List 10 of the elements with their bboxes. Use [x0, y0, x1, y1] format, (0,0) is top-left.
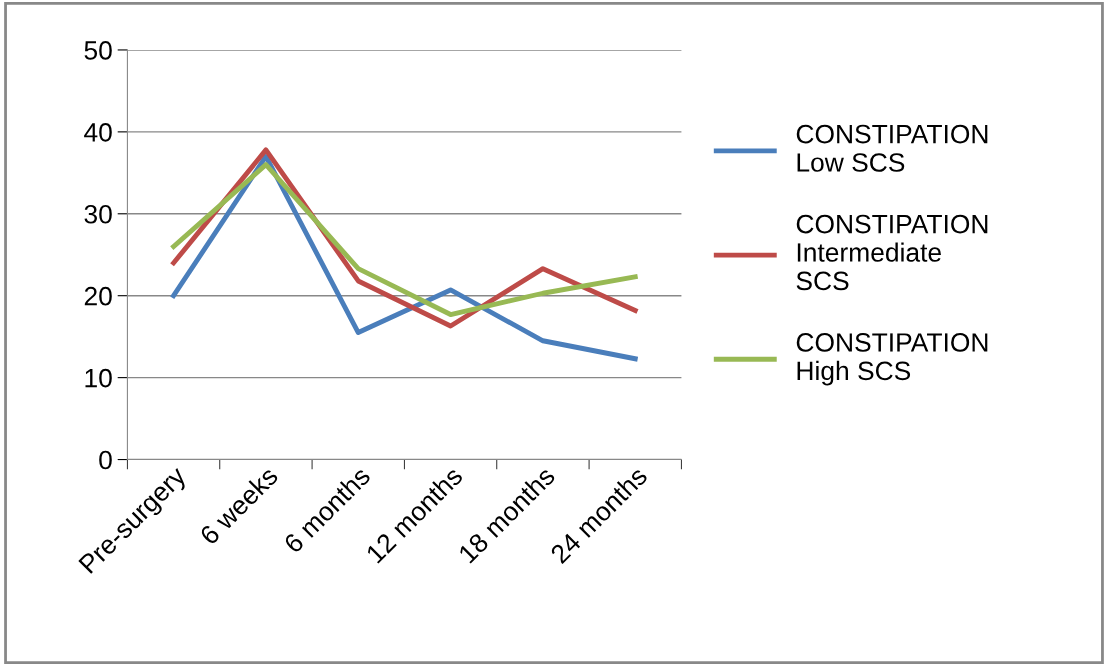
y-tick-label: 20: [84, 286, 112, 306]
y-tick-label: 50: [84, 41, 112, 60]
legend-label: CONSTIPATION Low SCS: [796, 124, 988, 172]
y-tick-label: 0: [99, 450, 112, 470]
y-tick-label: 10: [85, 368, 112, 388]
line-series: [171, 154, 638, 362]
y-tick-label: 30: [84, 204, 112, 224]
y-tick-label: 40: [84, 123, 112, 142]
legend-label: CONSTIPATION Intermediate SCS: [796, 214, 988, 291]
legend-label: CONSTIPATION High SCS: [796, 333, 988, 386]
